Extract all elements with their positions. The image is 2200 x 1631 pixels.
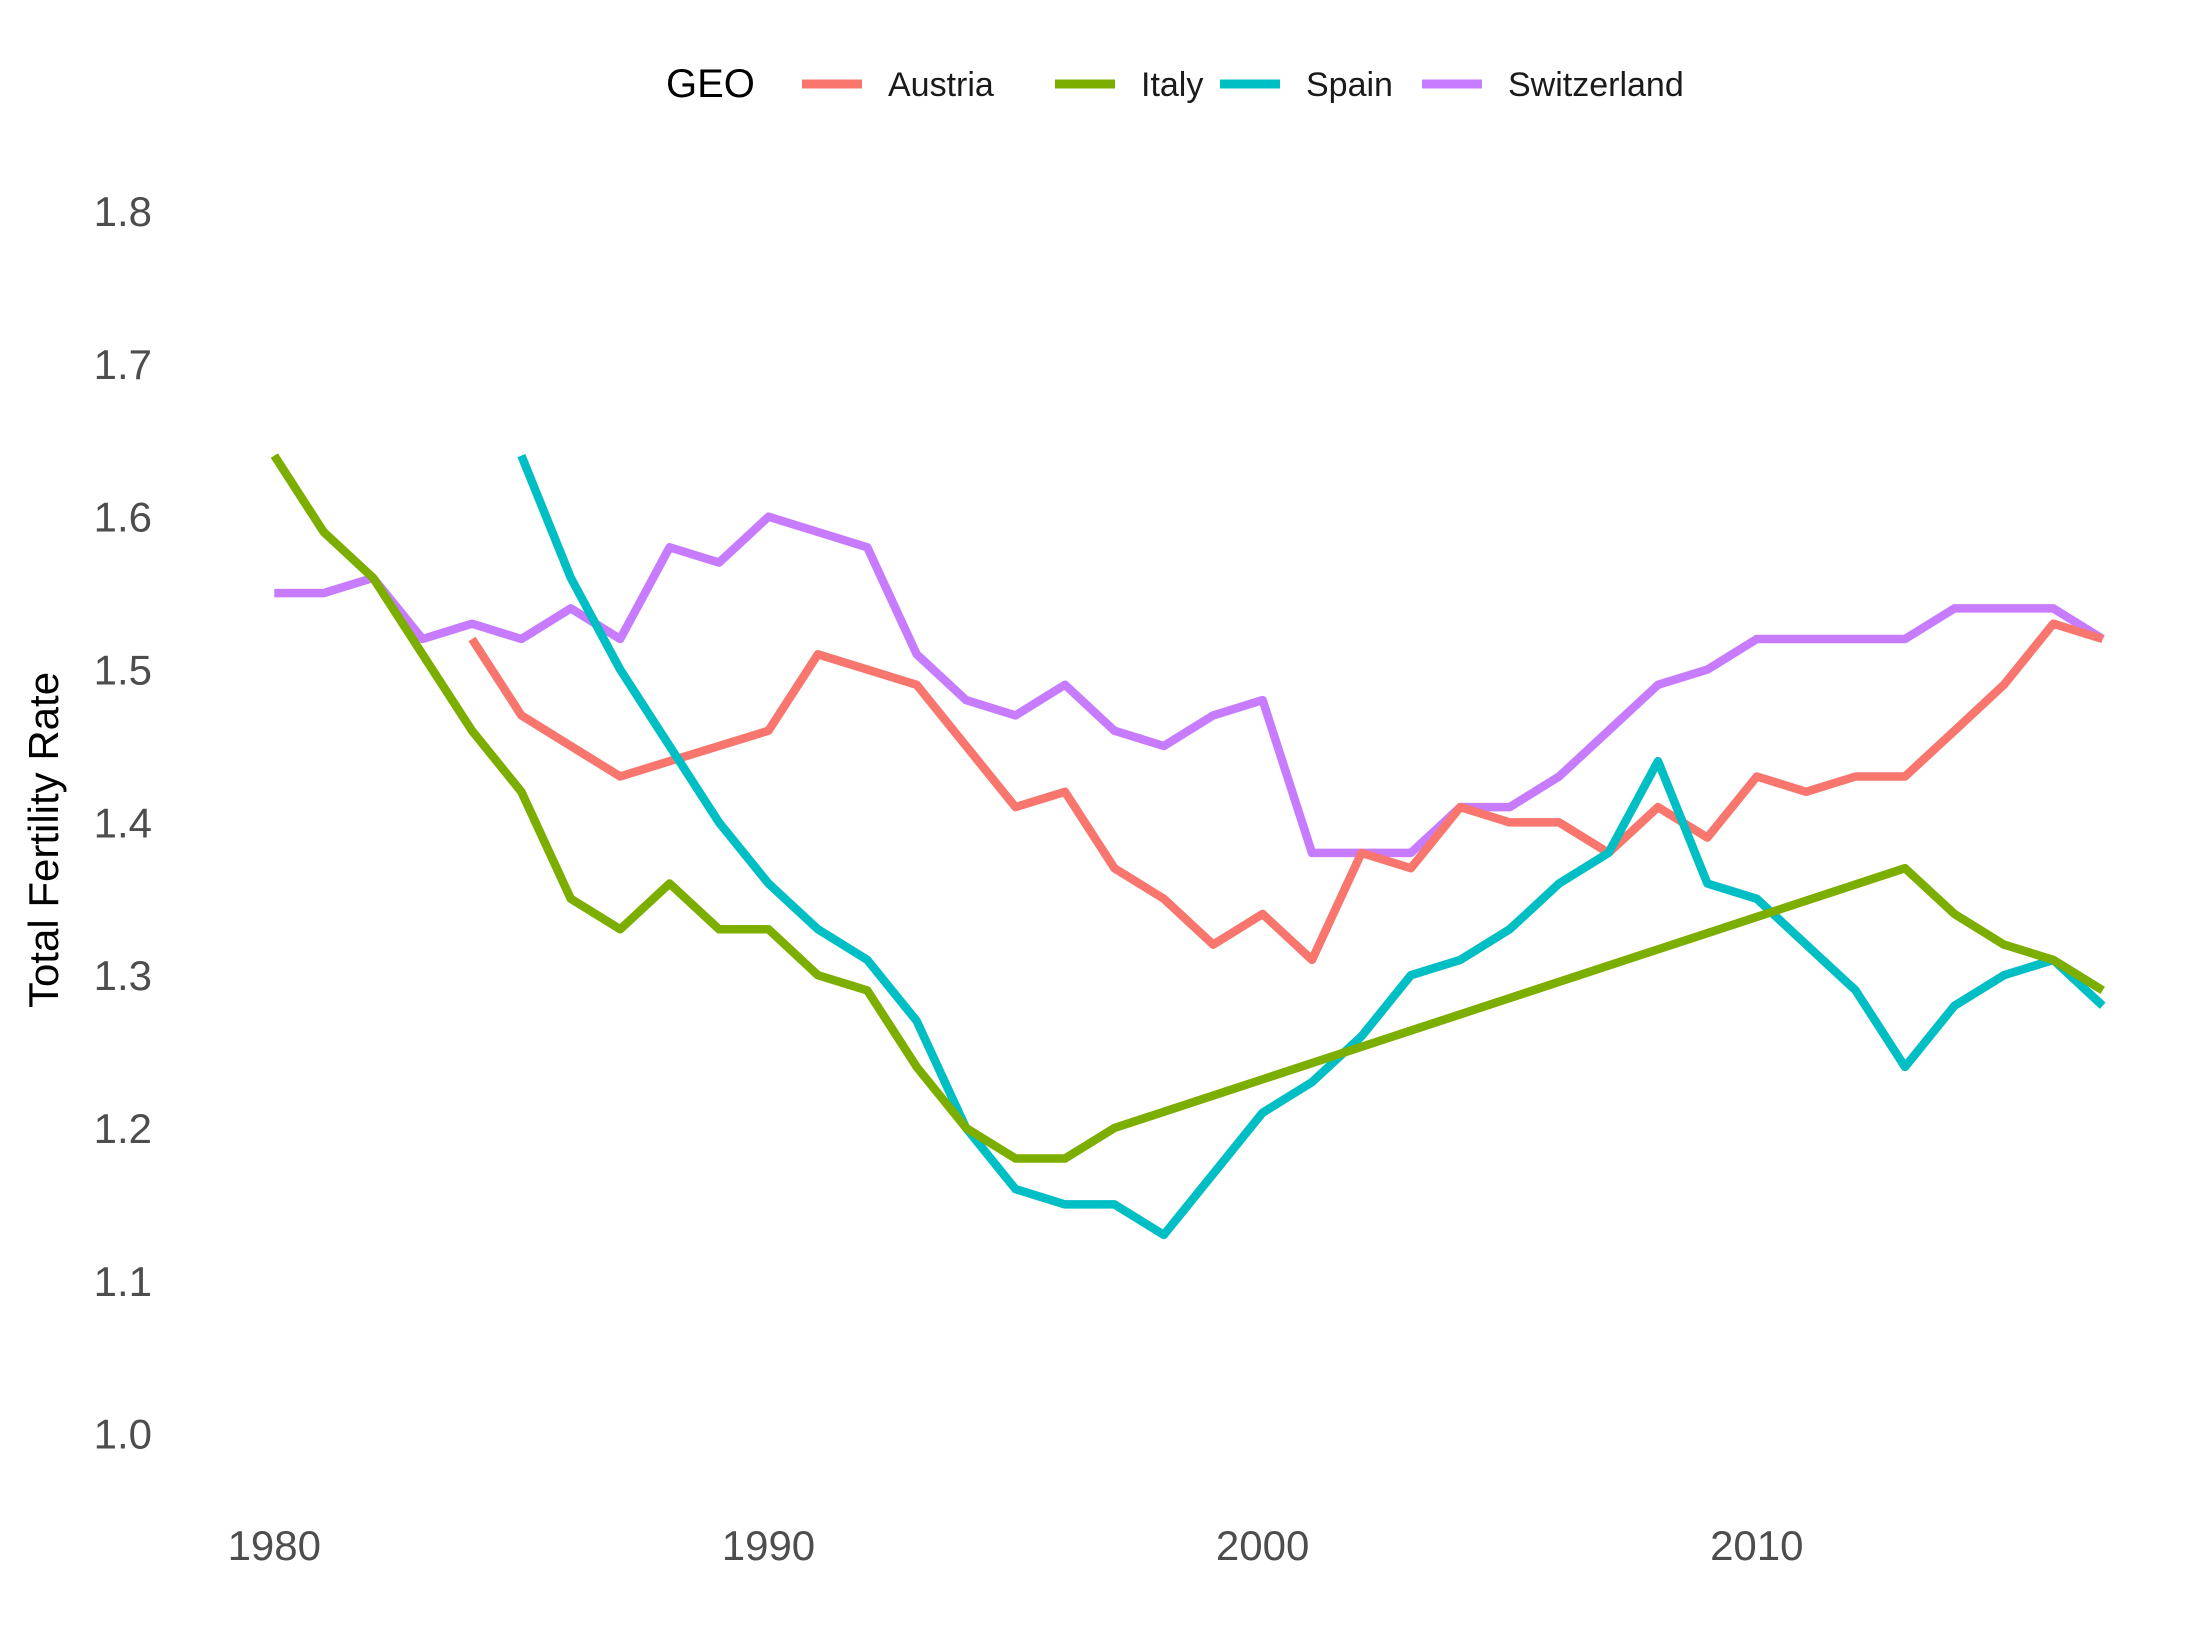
legend-label: Switzerland <box>1508 66 1684 104</box>
x-tick-label: 1980 <box>228 1522 321 1569</box>
legend-item-austria: Austria <box>802 66 994 104</box>
y-tick-label: 1.8 <box>94 188 152 235</box>
x-axis: 1980 1990 2000 2010 <box>228 1522 1804 1569</box>
legend-label: Austria <box>888 66 994 104</box>
y-axis: 1.0 1.1 1.2 1.3 1.4 1.5 1.6 1.7 1.8 <box>94 188 152 1457</box>
legend-label: Italy <box>1141 66 1203 104</box>
legend: GEO Austria Italy Spain Switzerland <box>666 62 1684 106</box>
legend-item-switzerland: Switzerland <box>1422 66 1684 104</box>
y-tick-label: 1.6 <box>94 494 152 541</box>
y-tick-label: 1.3 <box>94 952 152 999</box>
series-line-switzerland <box>274 512 2105 858</box>
x-tick-label: 2010 <box>1710 1522 1803 1569</box>
series-line-austria <box>468 619 2104 965</box>
y-tick-label: 1.1 <box>94 1258 152 1305</box>
legend-item-spain: Spain <box>1220 66 1393 104</box>
y-tick-label: 1.5 <box>94 647 152 694</box>
x-tick-label: 2000 <box>1216 1522 1309 1569</box>
y-tick-label: 1.4 <box>94 799 152 846</box>
legend-item-italy: Italy <box>1055 66 1203 104</box>
y-tick-label: 1.0 <box>94 1411 152 1458</box>
plot-area <box>270 453 2106 1240</box>
y-tick-label: 1.7 <box>94 341 152 388</box>
y-tick-label: 1.2 <box>94 1105 152 1152</box>
legend-title: GEO <box>666 62 755 106</box>
y-axis-title: Total Fertility Rate <box>20 672 67 1008</box>
x-tick-label: 1990 <box>722 1522 815 1569</box>
legend-label: Spain <box>1306 66 1393 104</box>
series-line-spain <box>517 454 2106 1240</box>
series-line-italy <box>270 453 2105 1163</box>
